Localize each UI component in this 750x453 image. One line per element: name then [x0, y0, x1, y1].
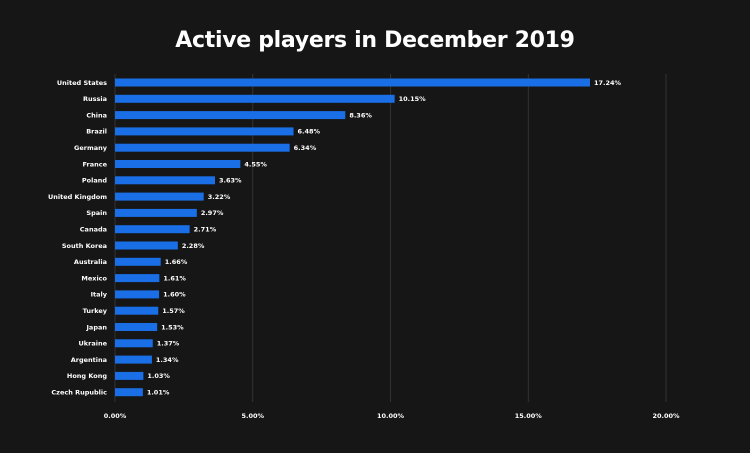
- category-label: France: [82, 160, 107, 168]
- data-label: 1.01%: [147, 389, 170, 397]
- data-label: 3.63%: [219, 177, 242, 185]
- category-label: Mexico: [81, 274, 107, 282]
- data-label: 1.03%: [147, 372, 170, 380]
- bar: [115, 176, 216, 185]
- category-label: United States: [57, 79, 107, 87]
- bar: [115, 160, 241, 168]
- bar: [115, 306, 159, 315]
- data-label: 1.57%: [162, 307, 185, 315]
- x-tick-label: 5.00%: [241, 412, 264, 420]
- data-label: 1.61%: [163, 274, 186, 282]
- bar: [115, 241, 178, 250]
- data-label: 10.15%: [399, 95, 427, 103]
- bar-series: United States 17.24% Russia 10.15% China 8.36…: [48, 78, 622, 397]
- data-label: 1.66%: [165, 258, 188, 266]
- bar: [115, 323, 158, 331]
- category-label: Canada: [80, 226, 107, 234]
- category-label: Australia: [74, 258, 107, 266]
- category-label: Hong Kong: [67, 372, 107, 380]
- category-label: Germany: [74, 144, 108, 152]
- category-label: Czech Rupublic: [51, 389, 107, 397]
- data-label: 4.55%: [244, 160, 267, 168]
- category-label: Poland: [82, 177, 107, 185]
- data-label: 1.53%: [161, 323, 184, 331]
- category-label: Ukraine: [79, 340, 108, 348]
- data-label: 3.22%: [208, 193, 231, 201]
- x-tick-label: 0.00%: [104, 412, 127, 420]
- category-label: Argentina: [71, 356, 107, 364]
- gridlines: [114, 74, 667, 402]
- bar: [115, 371, 144, 380]
- data-label: 2.28%: [182, 242, 205, 250]
- bar: [115, 192, 204, 201]
- data-label: 6.48%: [298, 128, 321, 136]
- data-label: 2.97%: [201, 209, 224, 217]
- chart-title: Active players in December 2019: [175, 28, 575, 53]
- category-label: Italy: [91, 291, 108, 299]
- category-label: South Korea: [62, 242, 107, 250]
- category-label: China: [86, 111, 107, 119]
- category-label: United Kingdom: [48, 193, 107, 201]
- category-label: Japan: [86, 323, 108, 331]
- bar: [115, 94, 395, 103]
- x-tick-label: 20.00%: [652, 412, 680, 420]
- bar: [115, 290, 160, 299]
- category-label: Spain: [86, 209, 107, 217]
- data-label: 8.36%: [349, 111, 372, 119]
- bar: [115, 225, 190, 234]
- bar: [115, 388, 143, 397]
- bar: [115, 127, 294, 136]
- data-label: 1.34%: [156, 356, 179, 364]
- category-label: Brazil: [86, 128, 107, 136]
- bar: [115, 78, 590, 87]
- category-label: Russia: [83, 95, 107, 103]
- bar: [115, 355, 152, 364]
- x-tick-label: 15.00%: [515, 412, 543, 420]
- data-label: 1.60%: [163, 291, 186, 299]
- bar: [115, 274, 160, 283]
- category-label: Turkey: [83, 307, 108, 315]
- data-label: 17.24%: [594, 79, 622, 87]
- bar: [115, 111, 346, 120]
- data-label: 2.71%: [194, 226, 217, 234]
- data-label: 1.37%: [157, 340, 180, 348]
- x-tick-label: 10.00%: [377, 412, 405, 420]
- bar: [115, 257, 161, 266]
- bar: [115, 208, 197, 217]
- bar: [115, 339, 153, 348]
- x-axis: 0.00% 5.00% 10.00% 15.00% 20.00%: [104, 412, 680, 420]
- data-label: 6.34%: [294, 144, 317, 152]
- bar: [115, 143, 290, 152]
